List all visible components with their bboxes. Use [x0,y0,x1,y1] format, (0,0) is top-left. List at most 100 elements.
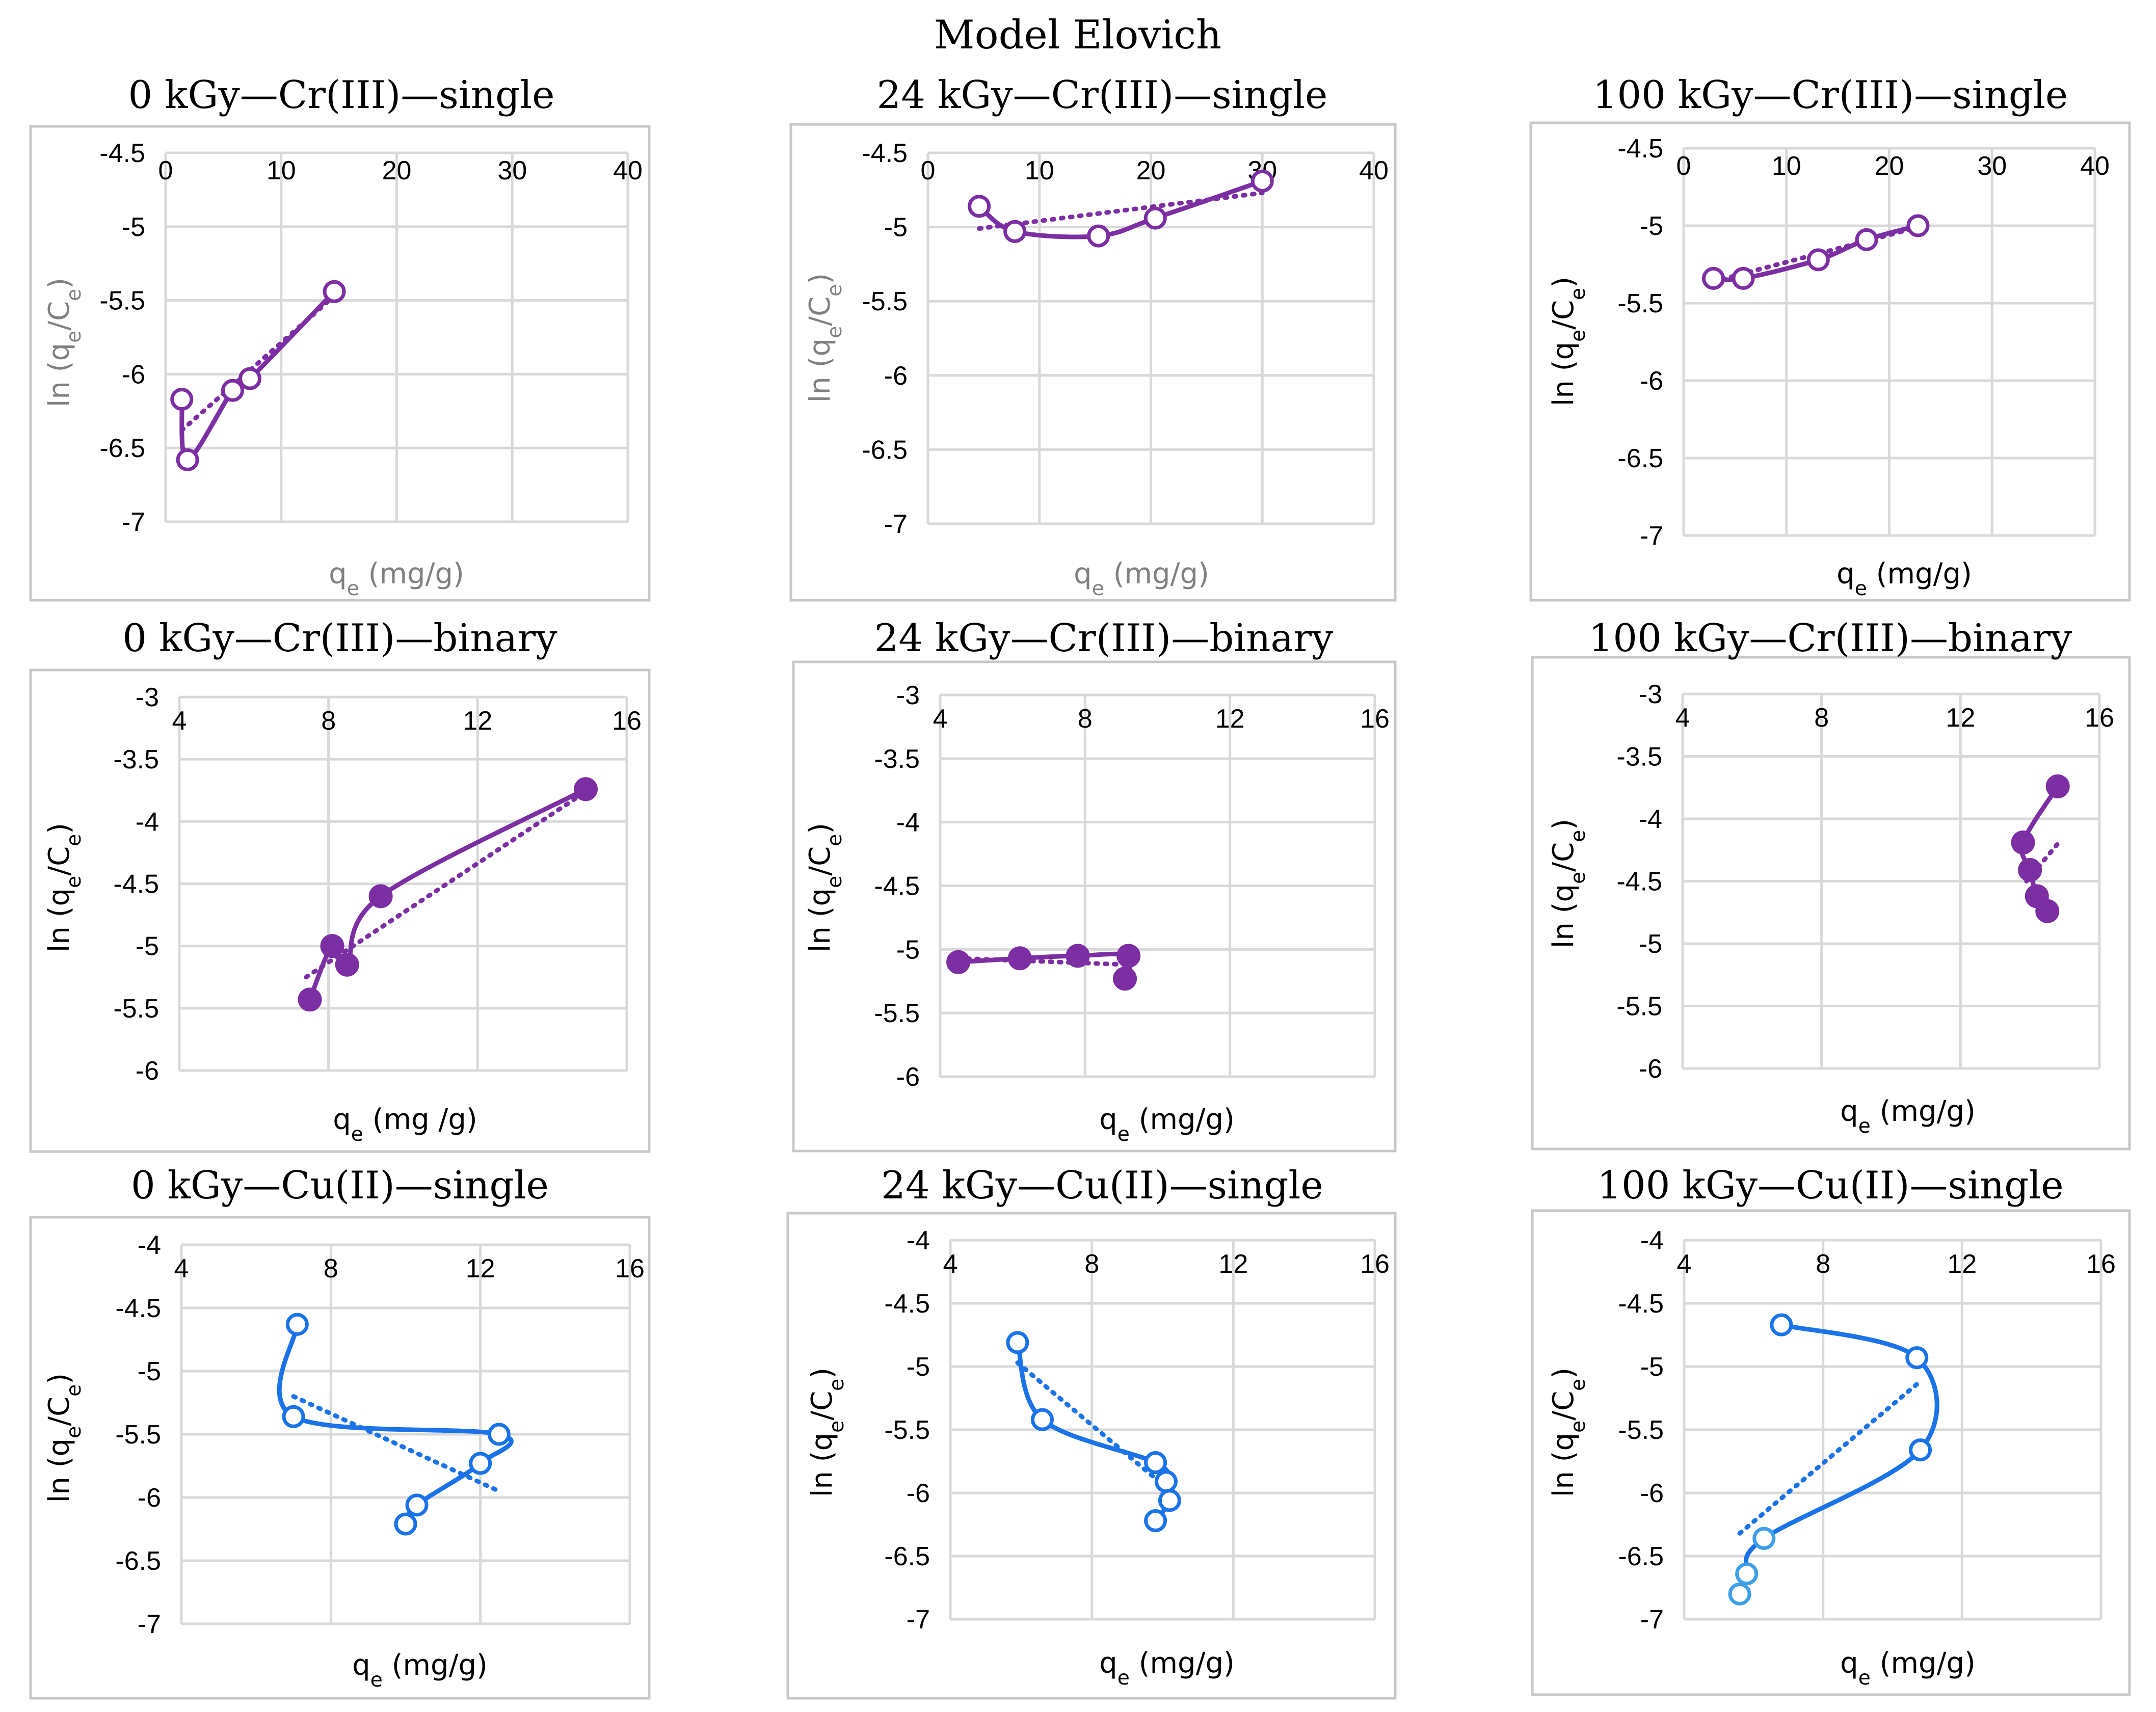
chart-title: 0 kGy—Cr(III)—single [128,72,554,117]
data-point [221,379,245,402]
y-tick-label: -4.5 [1617,134,1663,164]
y-tick-label: -3.5 [874,744,920,774]
y-tick-label: -7 [1640,521,1663,551]
data-point [946,950,971,974]
data-point [170,388,194,411]
chart-panel-7: 0 kGy—Cu(II)—single 4 8 12 16 -4 -4.5 -5 -5.5 -6 -… [29,1163,651,1700]
data-point [405,1493,429,1517]
data-point [1906,214,1930,237]
data-point [1143,206,1167,230]
x-tick-label: 40 [613,156,643,185]
y-tick-label: -6 [907,1479,930,1508]
data-point [238,367,262,390]
y-tick-label: -4 [1640,1226,1664,1255]
y-tick-label: -7 [122,507,145,537]
x-tick-label: 12 [466,1254,495,1283]
chart-panel-2: 24 kGy—Cr(III)—single010203040-4.5-5-5.5… [789,72,1397,602]
y-tick-label: -4 [136,807,159,837]
data-point [1144,1451,1167,1474]
y-tick-label: -5.5 [1617,289,1663,318]
y-tick-label: -5 [136,932,159,961]
x-tick-label: 0 [1676,151,1691,181]
data-point [323,280,346,303]
y-tick-label: -5.5 [1618,1415,1664,1445]
y-tick-label: -6 [884,361,908,391]
x-tick-label: 40 [1359,156,1389,185]
data-point [1030,1408,1054,1431]
x-tick-label: 16 [1360,704,1390,734]
data-point [1735,1562,1759,1586]
x-tick-label: 4 [943,1249,958,1279]
chart-title: 24 kGy—Cu(II)—single [881,1163,1323,1208]
figure-title: Model Elovich [934,12,1221,58]
y-tick-label: -5.5 [99,286,145,316]
chart-panel-5: 24 kGy—Cr(III)—binary 4 8 12 16 -3 -3.5 -4 -4.5 -… [792,616,1397,1153]
trend-line [291,1394,501,1494]
chart-title: 0 kGy—Cu(II)—single [131,1163,549,1208]
chart-title: 24 kGy—Cr(III)—binary [874,616,1334,660]
data-point [282,1405,305,1428]
y-tick-label: -5 [1639,929,1662,959]
x-tick-label: 30 [1977,151,2007,181]
y-tick-label: -5 [1640,211,1663,241]
y-tick-label: -4.5 [99,139,145,168]
y-tick-label: -3.5 [113,745,159,774]
y-tick-label: -6 [896,1062,920,1092]
trend-line [1015,1360,1172,1493]
chart-title: 100 kGy—Cr(III)—single [1593,72,2068,117]
x-tick-label: 10 [267,156,296,185]
x-tick-label: 16 [1360,1249,1390,1279]
x-tick-label: 0 [158,156,173,185]
y-tick-label: -4.5 [874,872,920,901]
data-point [2018,858,2042,882]
data-point [1144,1509,1167,1533]
x-tick-label: 20 [1136,156,1166,185]
data-point [1732,266,1755,290]
data-point [487,1423,511,1446]
data-point [968,195,991,218]
y-tick-label: -6.5 [862,435,908,465]
chart-frame [789,123,1397,602]
x-tick-label: 30 [497,156,527,185]
data-point [285,1313,309,1336]
y-tick-label: -3 [1639,680,1662,709]
data-point [1154,1470,1178,1493]
y-tick-label: -3 [896,681,920,710]
data-point [1250,169,1274,193]
y-tick-label: -6.5 [115,1546,161,1576]
y-tick-label: -5.5 [862,287,908,316]
x-tick-label: 12 [1218,1249,1248,1279]
y-tick-label: -4 [1639,805,1662,834]
chart-frame [1531,1209,2131,1696]
y-tick-label: -3.5 [1616,742,1662,772]
x-tick-label: 4 [174,1254,189,1283]
x-tick-label: 0 [921,156,936,185]
chart-title: 100 kGy—Cu(II)—single [1597,1163,2063,1208]
x-tick-label: 20 [382,156,412,185]
y-tick-label: -5 [122,212,145,242]
data-point [1728,1582,1751,1606]
data-point [469,1452,492,1475]
y-tick-label: -6.5 [884,1542,930,1571]
y-tick-label: -6 [122,360,145,389]
chart-panel-4: 0 kGy—Cr(III)—binary 4 8 12 16 -3 -3.5 -4 -4.5 -5… [29,616,651,1153]
chart-title: 24 kGy—Cr(III)—single [877,72,1328,117]
y-tick-label: -5.5 [115,1420,161,1450]
y-tick-label: -5 [138,1357,161,1386]
y-tick-label: -7 [1640,1605,1664,1635]
chart-panel-8: 24 kGy—Cu(II)—single 4 8 12 16 -4 -4.5 -5 -5.5 -6… [786,1163,1397,1700]
data-point [1909,1438,1932,1462]
data-point [1770,1313,1793,1336]
data-point [1066,944,1090,968]
y-tick-label: -6 [1640,366,1663,396]
data-point [2025,884,2049,908]
chart-panel-1: 0 kGy—Cr(III)—single 0 10 20 30 40 -4.5 -5 -5.5 -… [29,72,651,602]
y-tick-label: -4 [896,808,920,838]
y-tick-label: -6 [138,1483,161,1513]
x-tick-label: 16 [2086,1249,2116,1279]
x-tick-label: 12 [1947,1249,1977,1279]
y-tick-label: -6.5 [1618,1542,1664,1571]
y-tick-label: -5 [884,213,908,243]
y-tick-label: -4.5 [113,870,159,899]
